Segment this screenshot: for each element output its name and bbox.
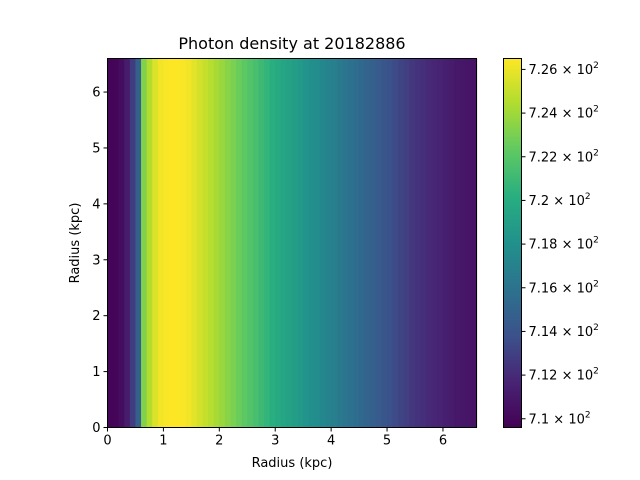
heat-cell xyxy=(448,58,455,428)
heat-cell xyxy=(224,58,232,428)
heat-cell xyxy=(202,58,209,428)
heat-cell xyxy=(442,58,450,428)
heat-cell xyxy=(196,58,204,428)
heat-cell xyxy=(381,58,388,428)
heat-cell xyxy=(258,58,265,428)
heat-cell xyxy=(135,58,142,428)
heat-cell xyxy=(342,58,349,428)
heat-cell xyxy=(398,58,405,428)
heat-cell xyxy=(129,58,137,428)
y-tick-label: 0 xyxy=(92,421,100,436)
heat-cell xyxy=(347,58,355,428)
heat-cell xyxy=(107,58,114,428)
heat-cell xyxy=(118,58,125,428)
colorbar xyxy=(503,58,522,428)
colorbar-tick-label: 7.26 × 102 xyxy=(529,61,599,78)
heat-cell xyxy=(426,58,433,428)
x-tick-label: 3 xyxy=(271,434,279,449)
heat-cell xyxy=(437,58,444,428)
heat-cell xyxy=(325,58,332,428)
heat-cell xyxy=(286,58,293,428)
y-tick-label: 2 xyxy=(92,309,100,324)
heat-cell xyxy=(387,58,394,428)
colorbar-tick-label: 7.1 × 102 xyxy=(529,410,591,427)
y-tick-label: 5 xyxy=(92,141,100,156)
heat-cell xyxy=(336,58,343,428)
heat-cell xyxy=(331,58,338,428)
heat-cell xyxy=(314,58,321,428)
heat-cell xyxy=(141,58,148,428)
heat-cell xyxy=(364,58,371,428)
heat-cell xyxy=(157,58,165,428)
heat-cell xyxy=(113,58,120,428)
heat-cell xyxy=(180,58,187,428)
colorbar-tick-label: 7.18 × 102 xyxy=(529,236,599,253)
heat-cell xyxy=(431,58,438,428)
heat-cell xyxy=(392,58,399,428)
heat-cell xyxy=(409,58,416,428)
heat-cell xyxy=(208,58,215,428)
y-axis: 0 1 2 3 4 5 6 xyxy=(92,86,108,436)
colorbar-ticks: 7.1 × 102 7.12 × 102 7.14 × 102 7.16 × 102 7… xyxy=(521,61,599,427)
x-tick-label: 4 xyxy=(327,434,335,449)
heat-cell xyxy=(303,58,310,428)
heat-cell xyxy=(375,58,383,428)
colorbar-tick-label: 7.24 × 102 xyxy=(529,105,599,122)
heat-cell xyxy=(241,58,248,428)
plot-frame xyxy=(107,58,477,428)
heat-cell xyxy=(152,58,159,428)
heat-cell xyxy=(269,58,276,428)
heat-cell xyxy=(163,58,170,428)
heat-cell xyxy=(297,58,304,428)
x-axis-label: Radius (kpc) xyxy=(252,456,333,471)
y-tick-label: 6 xyxy=(92,86,100,101)
heat-cell xyxy=(185,58,192,428)
heat-cell xyxy=(280,58,288,428)
heat-cell xyxy=(252,58,260,428)
heat-cell xyxy=(319,58,327,428)
x-axis: 0 1 2 3 4 5 6 xyxy=(103,427,447,449)
colorbar-tick-label: 7.12 × 102 xyxy=(529,367,599,384)
heat-cell xyxy=(230,58,237,428)
heat-cell xyxy=(308,58,315,428)
heat-cell xyxy=(169,58,176,428)
heat-cell xyxy=(174,58,181,428)
heat-cell xyxy=(292,58,299,428)
colorbar-tick-label: 7.16 × 102 xyxy=(529,279,599,296)
heat-cell xyxy=(264,58,271,428)
y-tick-label: 4 xyxy=(92,197,100,212)
chart-title: Photon density at 20182886 xyxy=(178,34,405,53)
heat-cell xyxy=(247,58,254,428)
x-tick-label: 2 xyxy=(215,434,223,449)
heatmap-cells xyxy=(107,58,478,428)
x-tick-label: 6 xyxy=(439,434,447,449)
heat-cell xyxy=(236,58,243,428)
heat-cell xyxy=(191,58,198,428)
heat-cell xyxy=(213,58,220,428)
heat-cell xyxy=(275,58,282,428)
heat-cell xyxy=(415,58,422,428)
y-tick-label: 1 xyxy=(92,365,100,380)
y-tick-label: 3 xyxy=(92,253,100,268)
x-tick-label: 5 xyxy=(383,434,391,449)
heat-cell xyxy=(459,58,466,428)
colorbar-tick-label: 7.22 × 102 xyxy=(529,148,599,165)
heat-cell xyxy=(470,58,478,428)
y-axis-label: Radius (kpc) xyxy=(68,203,83,284)
heat-cell xyxy=(403,58,411,428)
heat-cell xyxy=(353,58,360,428)
heat-cell xyxy=(454,58,461,428)
heat-cell xyxy=(124,58,131,428)
heat-cell xyxy=(219,58,226,428)
colorbar-tick-label: 7.14 × 102 xyxy=(529,323,599,340)
heat-cell xyxy=(359,58,366,428)
heat-cell xyxy=(420,58,427,428)
x-tick-label: 1 xyxy=(159,434,167,449)
heat-cell xyxy=(465,58,472,428)
heat-cell xyxy=(370,58,377,428)
x-tick-label: 0 xyxy=(103,434,111,449)
heat-cell xyxy=(146,58,153,428)
colorbar-tick-label: 7.2 × 102 xyxy=(529,192,591,209)
